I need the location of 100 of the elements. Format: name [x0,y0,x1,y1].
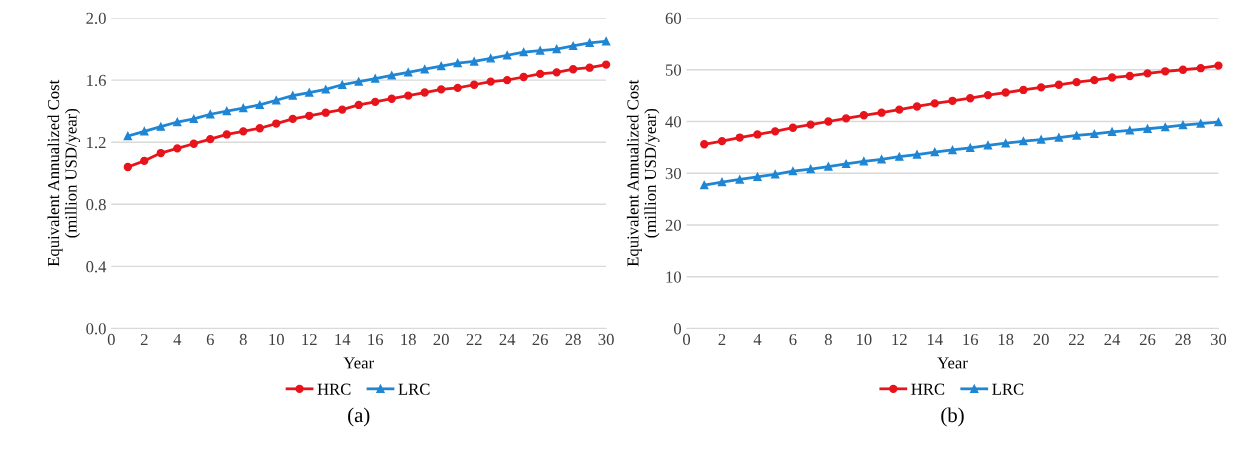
point [140,156,149,165]
point [189,139,198,148]
point [1214,117,1223,127]
point [806,120,815,129]
y-tick-label: 40 [665,116,682,128]
point [420,65,429,74]
point [519,47,528,57]
point [841,114,851,123]
point [983,141,993,150]
point [1001,139,1010,148]
point [1001,88,1010,97]
point [735,175,744,184]
point [1072,131,1081,140]
x-tick-label: 22 [466,333,482,345]
y-tick-label: 0.0 [86,323,106,335]
x-tick-label: 30 [598,333,614,346]
y-tick-label: 10 [666,271,682,283]
point [387,71,396,80]
point [1125,71,1134,81]
point [288,91,297,100]
point [305,111,314,120]
y-tick-label: 60 [665,12,682,24]
point [404,91,413,100]
x-tick-label: 12 [892,333,907,345]
point [535,46,545,55]
point [1178,65,1188,74]
point [255,100,264,110]
x-tick-label: 6 [206,333,214,346]
point [272,119,281,128]
point [930,99,939,108]
point [1196,119,1205,128]
y-tick-label: 30 [665,167,682,180]
x-tick-label: 12 [302,333,317,345]
point [371,97,380,107]
point [753,130,762,139]
x-tick-label: 28 [1175,333,1191,346]
point [877,108,886,117]
point [338,80,347,89]
y-axis-title: Equivalent Annualized Cost (million USD/year) [626,79,660,267]
y-tick-label: 0 [673,323,682,335]
x-tick-label: 8 [239,333,247,346]
point [503,51,512,60]
point [486,77,495,86]
point [912,150,922,159]
point [354,100,363,110]
point [824,162,833,171]
point [1072,78,1081,87]
point [930,147,939,157]
x-tick-label: 10 [856,333,872,346]
point [371,74,380,83]
x-tick-label: 0 [107,333,115,346]
point [806,164,815,174]
point [859,111,869,120]
point [771,127,780,136]
x-tick-label: 16 [963,333,979,346]
legend-label: HRC [317,383,351,395]
point [771,170,780,179]
point [895,152,904,161]
x-tick-label: 26 [1139,333,1156,346]
point [470,80,479,89]
point [255,124,264,133]
point [1143,69,1152,78]
y-tick-label: 0.8 [86,199,106,211]
y-axis-title: Equivalent Annualized Cost (million USD/year) [47,79,81,267]
point [173,144,182,153]
point [123,131,132,141]
y-tick-label: 2.0 [86,12,106,25]
point [753,172,762,182]
point [189,114,198,124]
point [387,94,396,103]
point [568,65,578,74]
point [700,140,709,149]
point [859,157,869,166]
x-tick-label: 28 [565,333,581,346]
point [222,106,231,116]
x-tick-label: 4 [173,333,182,345]
point [453,83,462,93]
x-tick-label: 22 [1069,333,1085,345]
point [222,130,231,139]
point [585,38,594,48]
point [1125,126,1134,135]
point [503,75,512,85]
point [1196,64,1205,73]
point [700,180,709,190]
point [1036,83,1046,92]
legend-label: LRC [992,383,1024,395]
point [338,105,347,114]
point [140,127,149,136]
x-tick-label: 20 [433,333,449,346]
x-tick-label: 2 [140,333,148,345]
point [321,85,330,94]
point [1178,120,1188,130]
point [788,123,798,132]
point [841,159,851,169]
point [912,102,922,111]
point [1019,136,1028,146]
point [321,108,330,117]
point [123,162,132,172]
x-tick-label: 18 [401,333,416,346]
point [437,61,446,71]
